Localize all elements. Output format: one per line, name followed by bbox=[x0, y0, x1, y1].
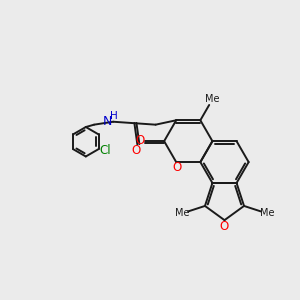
Text: Me: Me bbox=[260, 208, 274, 218]
Text: N: N bbox=[102, 115, 112, 128]
Text: Cl: Cl bbox=[99, 144, 111, 157]
Text: O: O bbox=[135, 134, 144, 147]
Text: Me: Me bbox=[205, 94, 220, 104]
Text: O: O bbox=[131, 144, 140, 157]
Text: O: O bbox=[220, 220, 229, 233]
Text: Me: Me bbox=[175, 208, 189, 218]
Text: O: O bbox=[172, 161, 182, 174]
Text: H: H bbox=[110, 111, 118, 122]
